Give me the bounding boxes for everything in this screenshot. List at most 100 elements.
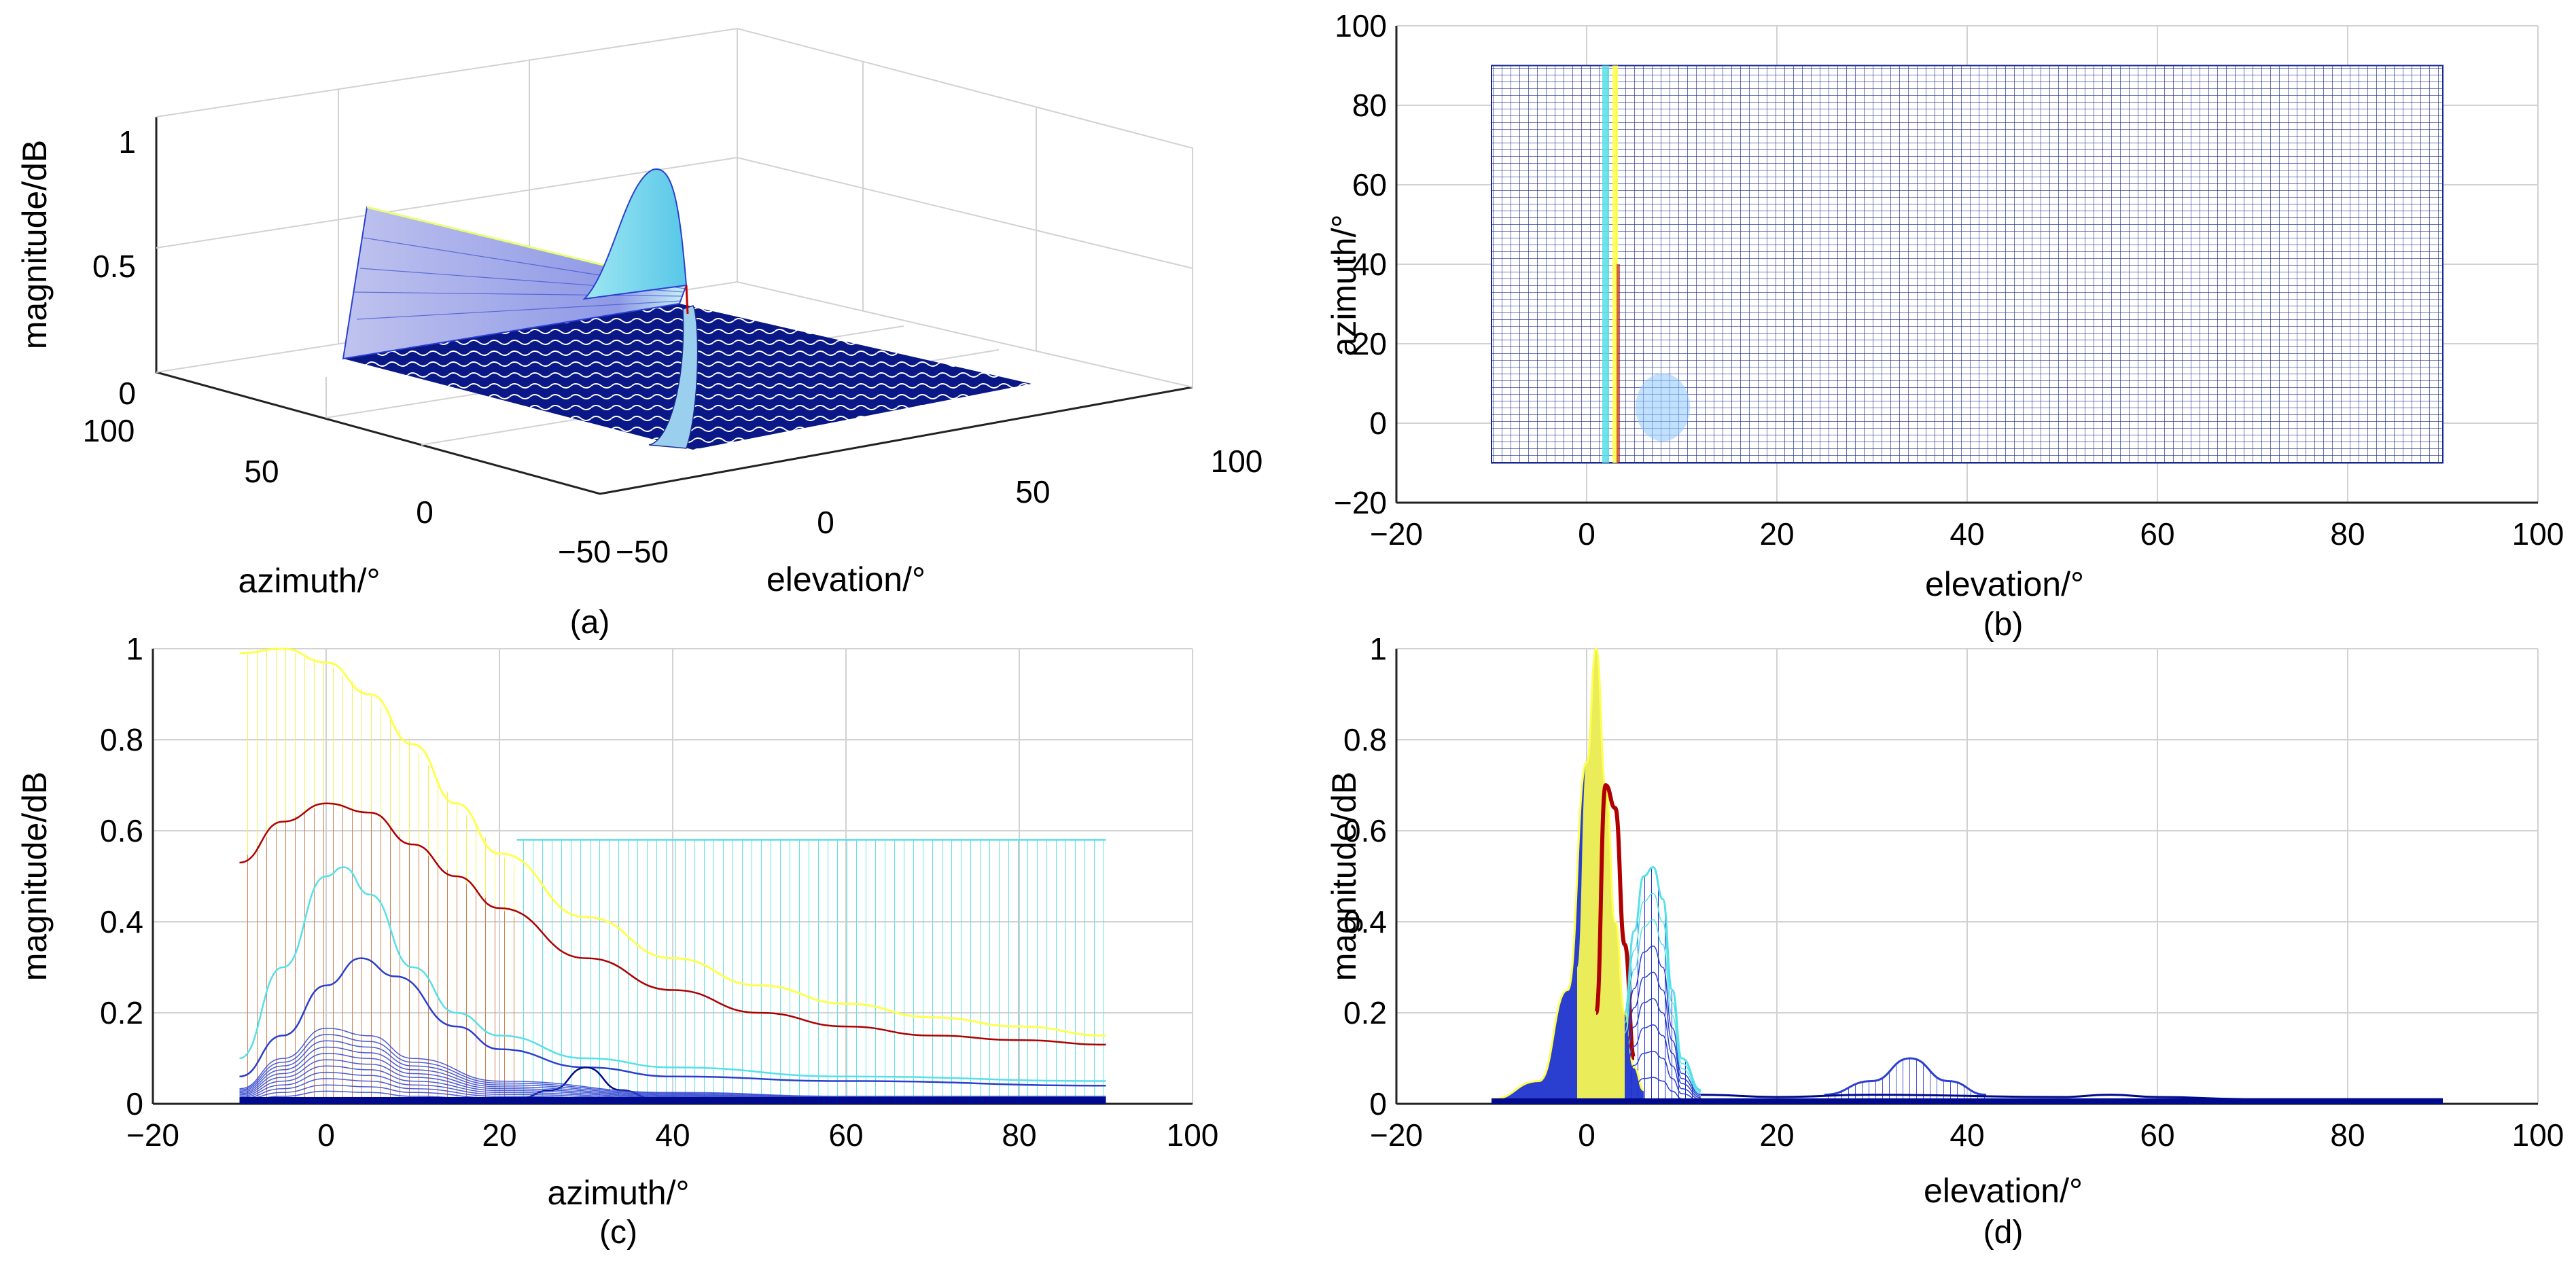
panel-d-xtick: 100 [2512, 1117, 2564, 1153]
panel-c-ytick: 0.8 [100, 722, 143, 757]
panel-d-ylabel: magnitude/dB [1325, 772, 1363, 982]
panel-a-front-edges [155, 117, 1193, 495]
panel-c-background-curve [239, 1034, 1106, 1098]
panel-b-xtick: −20 [1370, 516, 1423, 552]
panel-c-ytick: 0 [126, 1086, 143, 1121]
panel-a-eltick-1: −50 [616, 534, 669, 569]
panel-d-series-line [1594, 783, 1636, 1060]
panel-a: 1 0.5 0 magnitude/dB 100 50 0 −50 azimut… [16, 27, 1263, 641]
panel-c-caption: (c) [599, 1215, 637, 1251]
panel-b-caption: (b) [1983, 607, 2024, 643]
panel-a-surface-secondary-ridge [582, 168, 688, 300]
panel-b-xtick: 20 [1759, 516, 1794, 552]
panel-a-xlabel: azimuth/° [239, 562, 381, 600]
panel-c-fill-red [239, 803, 1106, 1104]
panel-a-eltick-2: 0 [817, 505, 834, 540]
panel-d-lobe-copy [1624, 919, 1701, 1094]
panel-a-eltick-4: 100 [1211, 444, 1263, 479]
panel-b-xlabel: elevation/° [1925, 565, 2084, 603]
panel-b-highlight-column-red [1617, 264, 1620, 463]
panel-a-caption: (a) [570, 605, 610, 641]
panel-d-ytick: 1 [1369, 631, 1387, 666]
panel-c-xtick: 100 [1167, 1117, 1219, 1153]
panel-a-aztick-1: 100 [83, 413, 135, 448]
panel-d-fills [1492, 649, 1986, 1104]
panel-d-xticks: −20 0 20 40 60 80 100 [1370, 1117, 2564, 1153]
panel-a-ylabel: elevation/° [766, 560, 925, 598]
panel-a-grid-z05-right [737, 157, 1193, 269]
panel-a-aztick-2: 50 [244, 454, 279, 489]
panel-c-ytick: 0.2 [100, 995, 143, 1030]
panel-c-xtick: 80 [1002, 1117, 1036, 1153]
panel-b-yticks: −20 0 20 40 60 80 100 [1334, 8, 1387, 520]
panel-d-series [1491, 647, 2443, 1104]
panel-c-ytick: 1 [126, 631, 143, 666]
panel-a-ztick-3: 0 [118, 376, 136, 411]
panel-a-grid-z05-left [156, 157, 738, 249]
panel-d-xtick: 0 [1578, 1117, 1595, 1153]
panel-b-xtick: 60 [2140, 516, 2174, 552]
panel-d-lobe-copy [1624, 1050, 1701, 1102]
panel-b-xtick: 100 [2512, 516, 2564, 552]
panel-c-xtick: −20 [126, 1117, 179, 1153]
panel-d-lobe-copy [1624, 998, 1701, 1098]
panel-b-ytick: 100 [1335, 8, 1387, 43]
panel-b-ytick: 0 [1369, 406, 1387, 441]
panel-b-ytick: 60 [1352, 167, 1387, 202]
panel-d-lobe-copy [1624, 945, 1701, 1096]
panel-c-fills [239, 649, 1106, 1104]
panel-d-series-line [1491, 647, 1644, 1100]
panel-d-xlabel: elevation/° [1924, 1172, 2083, 1210]
panel-b-highlight-column-yellow [1612, 65, 1618, 463]
panel-b-xticks: −20 0 20 40 60 80 100 [1370, 516, 2564, 552]
panel-c-series [239, 647, 1106, 1104]
panel-c-series-line [239, 866, 1106, 1082]
panel-d-floor-band [1492, 1098, 2443, 1104]
panel-c-series-line [239, 647, 1106, 1037]
panel-c-xlabel: azimuth/° [548, 1174, 690, 1212]
panel-b-ytick: −20 [1334, 485, 1387, 520]
panel-d-lobe-copy [1624, 971, 1701, 1097]
panel-a-floor-right [737, 281, 1193, 388]
panel-c-series-line [239, 802, 1106, 1046]
panel-d-ytick: 0.2 [1343, 995, 1387, 1030]
panel-d-series-line [1824, 1057, 1987, 1096]
panel-d-fill-lobe34 [1824, 1058, 1986, 1104]
panel-c-series-line [239, 957, 1106, 1087]
panel-a-aztick-4: −50 [558, 534, 611, 569]
panel-d-ytick: 0.6 [1343, 813, 1387, 848]
panel-d: −20 0 20 40 60 80 100 0 0.2 0.4 0.6 0.8 … [1325, 631, 2564, 1251]
panel-d-lobe-copy [1624, 1024, 1701, 1100]
panel-a-red-edge [685, 285, 689, 315]
panel-b-highlight-blob [1636, 373, 1690, 442]
panel-a-ztick-1: 1 [118, 124, 136, 160]
panel-d-xtick: −20 [1370, 1117, 1423, 1153]
panel-c-xticks: −20 0 20 40 60 80 100 [126, 1117, 1218, 1153]
panel-b-ytick: 20 [1352, 326, 1387, 361]
panel-d-yticks: 0 0.2 0.4 0.6 0.8 1 [1343, 631, 1387, 1121]
panel-b-mesh [1491, 65, 2443, 464]
panel-c-fill-cyan [516, 840, 1106, 1104]
panel-c-xtick: 60 [828, 1117, 863, 1153]
panel-c-xtick: 0 [317, 1117, 335, 1153]
panel-d-lobe-copy [1624, 893, 1701, 1092]
panel-c-yticks: 0 0.2 0.4 0.6 0.8 1 [100, 631, 143, 1121]
panel-b-ylabel: azimuth/° [1325, 215, 1363, 357]
panel-d-xtick: 20 [1759, 1117, 1794, 1153]
panel-d-series-line [1623, 866, 1701, 1092]
panel-c-floor-band [239, 1096, 1106, 1104]
panel-c-ytick: 0.4 [100, 904, 143, 939]
panel-d-xtick: 40 [1949, 1117, 1984, 1153]
panel-a-aztick-3: 0 [416, 495, 434, 530]
panel-a-surface-front-lobe [648, 305, 699, 449]
panel-b-xtick: 0 [1578, 516, 1595, 552]
panel-d-caption: (d) [1983, 1215, 2024, 1251]
panel-c-ylabel: magnitude/dB [16, 772, 54, 982]
panel-d-xtick: 80 [2330, 1117, 2365, 1153]
panel-a-zlabel: magnitude/dB [16, 140, 54, 350]
panel-b-highlight-column-cyan [1602, 65, 1609, 463]
panel-b-highlights [1602, 65, 1690, 463]
panel-a-eltick-3: 50 [1015, 474, 1050, 509]
panel-d-ytick: 0.8 [1343, 722, 1387, 757]
panel-d-ytick: 0.4 [1343, 904, 1387, 939]
